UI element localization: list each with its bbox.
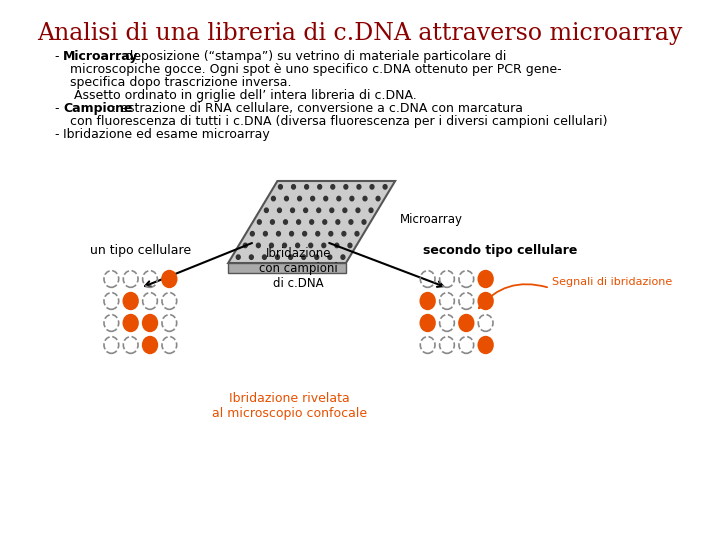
Circle shape: [329, 232, 333, 236]
Circle shape: [343, 208, 347, 212]
Circle shape: [309, 243, 312, 248]
Circle shape: [251, 232, 254, 236]
Circle shape: [357, 185, 361, 189]
Circle shape: [328, 255, 332, 259]
Circle shape: [276, 255, 279, 259]
Circle shape: [323, 220, 327, 224]
Circle shape: [324, 197, 328, 201]
Text: Microarray: Microarray: [400, 213, 462, 226]
Circle shape: [264, 232, 267, 236]
Circle shape: [123, 293, 138, 309]
Circle shape: [330, 208, 333, 212]
Circle shape: [284, 197, 289, 201]
Circle shape: [276, 232, 280, 236]
Circle shape: [279, 185, 282, 189]
Circle shape: [243, 243, 247, 248]
Circle shape: [317, 208, 320, 212]
Polygon shape: [228, 263, 346, 273]
Circle shape: [304, 208, 307, 212]
Circle shape: [283, 243, 287, 248]
Text: un tipo cellulare: un tipo cellulare: [90, 244, 191, 257]
Text: con fluorescenza di tutti i c.DNA (diversa fluorescenza per i diversi campioni c: con fluorescenza di tutti i c.DNA (diver…: [70, 115, 608, 128]
Text: Ibridazione ed esame microarray: Ibridazione ed esame microarray: [63, 128, 270, 141]
Circle shape: [256, 243, 261, 248]
Text: Assetto ordinato in griglie dell’ intera libreria di c.DNA.: Assetto ordinato in griglie dell’ intera…: [74, 89, 417, 102]
Text: Ibridazione
con campioni
di c.DNA: Ibridazione con campioni di c.DNA: [259, 247, 338, 290]
Circle shape: [337, 197, 341, 201]
Text: Microarray: Microarray: [63, 50, 138, 63]
Circle shape: [478, 336, 493, 353]
Circle shape: [123, 315, 138, 332]
Text: -: -: [54, 128, 59, 141]
Circle shape: [370, 185, 374, 189]
Circle shape: [269, 243, 274, 248]
Circle shape: [342, 232, 346, 236]
Circle shape: [318, 185, 322, 189]
Circle shape: [363, 197, 367, 201]
Circle shape: [330, 185, 335, 189]
Circle shape: [263, 255, 266, 259]
Text: microscopiche gocce. Ogni spot è uno specifico c.DNA ottenuto per PCR gene-: microscopiche gocce. Ogni spot è uno spe…: [70, 63, 562, 76]
Circle shape: [264, 208, 269, 212]
Circle shape: [258, 220, 261, 224]
Text: Ibridazione rivelata
al microscopio confocale: Ibridazione rivelata al microscopio conf…: [212, 392, 367, 420]
Circle shape: [459, 315, 474, 332]
Text: secondo tipo cellulare: secondo tipo cellulare: [423, 244, 577, 257]
Circle shape: [305, 185, 309, 189]
Circle shape: [236, 255, 240, 259]
Circle shape: [311, 197, 315, 201]
Circle shape: [302, 255, 305, 259]
Circle shape: [289, 255, 292, 259]
Circle shape: [322, 243, 325, 248]
Circle shape: [376, 197, 380, 201]
Circle shape: [296, 243, 300, 248]
Circle shape: [297, 220, 300, 224]
Circle shape: [292, 185, 295, 189]
Circle shape: [316, 232, 320, 236]
Circle shape: [335, 243, 339, 248]
Circle shape: [478, 293, 493, 309]
Circle shape: [284, 220, 287, 224]
Circle shape: [271, 197, 275, 201]
Circle shape: [350, 197, 354, 201]
Circle shape: [310, 220, 314, 224]
Circle shape: [341, 255, 345, 259]
Circle shape: [355, 232, 359, 236]
Circle shape: [143, 315, 158, 332]
Circle shape: [478, 271, 493, 287]
Circle shape: [302, 232, 307, 236]
Circle shape: [420, 315, 435, 332]
Circle shape: [344, 185, 348, 189]
Circle shape: [289, 232, 294, 236]
Circle shape: [356, 208, 360, 212]
Circle shape: [348, 243, 352, 248]
Circle shape: [420, 293, 435, 309]
Circle shape: [277, 208, 282, 212]
Circle shape: [162, 271, 176, 287]
Circle shape: [291, 208, 294, 212]
Circle shape: [143, 336, 158, 353]
Text: Segnali di ibridazione: Segnali di ibridazione: [552, 277, 672, 287]
Text: : estrazione di RNA cellulare, conversione a c.DNA con marcatura: : estrazione di RNA cellulare, conversio…: [112, 102, 523, 115]
Text: Campione: Campione: [63, 102, 132, 115]
Circle shape: [336, 220, 340, 224]
Text: -: -: [54, 50, 59, 63]
Text: specifica dopo trascrizione inversa.: specifica dopo trascrizione inversa.: [70, 76, 292, 89]
Circle shape: [383, 185, 387, 189]
Circle shape: [362, 220, 366, 224]
Polygon shape: [228, 181, 395, 263]
Circle shape: [369, 208, 373, 212]
Text: : deposizione (“stampa”) su vetrino di materiale particolare di: : deposizione (“stampa”) su vetrino di m…: [117, 50, 507, 63]
Text: -: -: [54, 102, 59, 115]
Circle shape: [297, 197, 302, 201]
Text: Analisi di una libreria di c.DNA attraverso microarray: Analisi di una libreria di c.DNA attrave…: [37, 22, 683, 45]
Circle shape: [271, 220, 274, 224]
Circle shape: [315, 255, 319, 259]
Circle shape: [349, 220, 353, 224]
Circle shape: [249, 255, 253, 259]
